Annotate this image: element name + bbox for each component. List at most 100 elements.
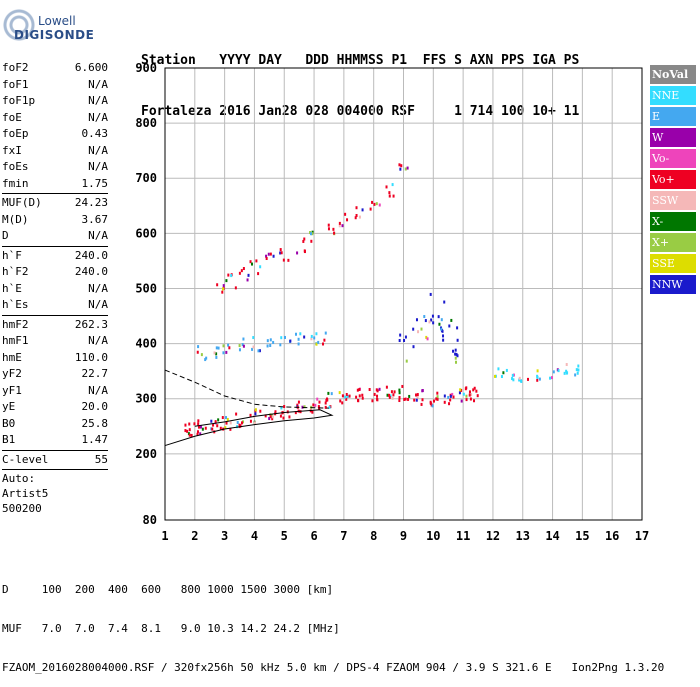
param-row-foes: foEs N/A bbox=[2, 159, 108, 176]
param-value: 1.75 bbox=[81, 176, 109, 190]
data-point bbox=[186, 429, 189, 433]
data-point bbox=[219, 426, 222, 430]
data-point bbox=[252, 345, 255, 349]
param-label: h`F bbox=[2, 248, 22, 262]
data-point bbox=[303, 335, 306, 339]
data-point bbox=[280, 251, 283, 255]
legend-item-vo: Vo+ bbox=[650, 170, 696, 189]
data-point bbox=[240, 421, 243, 425]
data-point bbox=[356, 398, 359, 402]
param-value: 24.23 bbox=[74, 196, 108, 209]
param-value: N/A bbox=[88, 143, 108, 157]
data-point bbox=[442, 334, 445, 338]
param-value: 20.0 bbox=[81, 400, 109, 413]
data-point bbox=[557, 369, 560, 373]
data-point bbox=[222, 284, 225, 288]
param-row-hmf2: hmF2 262.3 bbox=[2, 317, 108, 334]
data-point bbox=[324, 401, 327, 405]
data-point bbox=[333, 231, 336, 235]
param-row-yf2: yF2 22.7 bbox=[2, 366, 108, 383]
data-point bbox=[388, 395, 391, 399]
data-point bbox=[577, 368, 580, 372]
data-point bbox=[327, 223, 330, 227]
data-point bbox=[311, 230, 314, 234]
data-point bbox=[265, 254, 268, 258]
x-tick-label: 2 bbox=[191, 529, 198, 543]
data-point bbox=[205, 356, 208, 360]
data-point bbox=[279, 343, 282, 347]
data-point bbox=[236, 425, 239, 429]
data-point bbox=[269, 344, 272, 348]
param-row-yf1: yF1 N/A bbox=[2, 383, 108, 400]
data-point bbox=[431, 314, 434, 318]
data-point bbox=[376, 394, 379, 398]
y-tick-label: 500 bbox=[135, 281, 157, 295]
data-point bbox=[240, 269, 243, 273]
param-value: N/A bbox=[88, 110, 108, 124]
data-point bbox=[436, 395, 439, 399]
data-point bbox=[313, 336, 316, 340]
data-point bbox=[289, 339, 292, 343]
data-point bbox=[279, 251, 282, 255]
x-tick-label: 13 bbox=[516, 529, 530, 543]
param-label: hmF1 bbox=[2, 334, 29, 347]
data-point bbox=[454, 348, 457, 352]
data-point bbox=[264, 414, 267, 418]
data-point bbox=[294, 411, 297, 415]
param-divider bbox=[2, 469, 108, 470]
data-point bbox=[386, 393, 389, 397]
legend-item-noval: NoVal bbox=[650, 65, 696, 84]
data-point bbox=[502, 371, 505, 375]
data-point bbox=[388, 393, 391, 397]
data-point bbox=[415, 318, 418, 322]
data-point bbox=[235, 412, 238, 416]
data-point bbox=[398, 163, 401, 167]
data-point bbox=[228, 346, 231, 350]
data-point bbox=[215, 355, 218, 359]
data-point bbox=[473, 386, 476, 390]
data-point bbox=[371, 399, 374, 403]
data-point bbox=[302, 239, 305, 243]
data-point bbox=[204, 426, 207, 430]
data-point bbox=[398, 396, 401, 400]
data-point bbox=[448, 402, 451, 406]
data-point bbox=[324, 405, 327, 409]
data-point bbox=[549, 376, 552, 380]
param-label: foF1p bbox=[2, 94, 36, 107]
data-point bbox=[407, 397, 410, 401]
data-point bbox=[426, 337, 429, 341]
data-point bbox=[303, 250, 306, 254]
data-point bbox=[217, 418, 220, 422]
header-labels: Station YYYY DAY DDD HHMMSS P1 FFS S AXN… bbox=[141, 53, 580, 68]
data-point bbox=[436, 397, 439, 401]
data-point bbox=[512, 378, 515, 382]
data-point bbox=[242, 267, 245, 271]
data-point bbox=[373, 202, 376, 206]
param-row-fof1p: foF1p N/A bbox=[2, 93, 108, 110]
y-tick-label: 300 bbox=[135, 392, 157, 406]
legend-item-ssw: SSW bbox=[650, 191, 696, 210]
data-point bbox=[213, 351, 216, 355]
data-point bbox=[473, 399, 476, 403]
data-point bbox=[309, 232, 312, 236]
data-point bbox=[465, 394, 468, 398]
data-point bbox=[269, 415, 272, 419]
data-point bbox=[449, 398, 452, 402]
data-point bbox=[398, 388, 401, 392]
param-label: hmE bbox=[2, 350, 22, 364]
data-point bbox=[317, 340, 320, 344]
data-point bbox=[267, 252, 270, 256]
y-tick-label: 900 bbox=[135, 61, 157, 75]
data-point bbox=[505, 368, 508, 372]
data-point bbox=[294, 332, 297, 336]
data-point bbox=[216, 283, 219, 287]
data-point bbox=[227, 343, 230, 347]
param-label: foF2 bbox=[2, 61, 29, 74]
data-point bbox=[266, 344, 269, 348]
param-row-d: D N/A bbox=[2, 228, 108, 245]
data-point bbox=[563, 371, 566, 375]
data-point bbox=[512, 373, 515, 377]
data-point bbox=[249, 419, 252, 423]
data-point bbox=[493, 374, 496, 378]
param-label: B0 bbox=[2, 416, 16, 430]
